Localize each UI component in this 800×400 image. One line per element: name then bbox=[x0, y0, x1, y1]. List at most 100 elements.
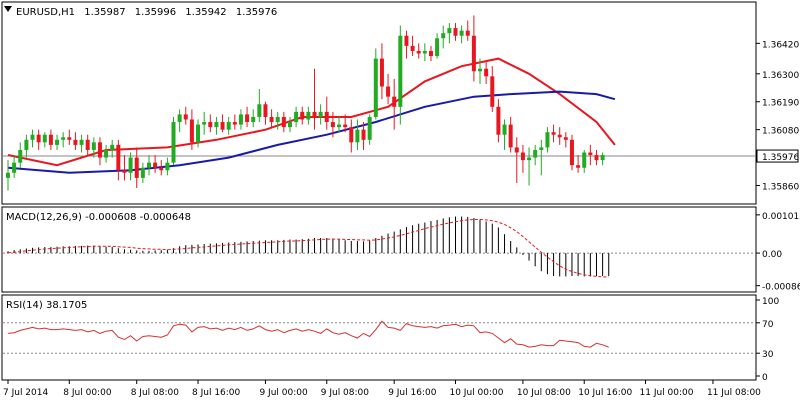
candle-body bbox=[600, 155, 605, 161]
candle bbox=[232, 114, 237, 130]
candle-body bbox=[428, 50, 433, 57]
candle bbox=[245, 106, 250, 128]
candle-body bbox=[569, 139, 574, 166]
candle bbox=[294, 106, 299, 128]
price-header: EURUSD,H1 1.35987 1.35996 1.35942 1.3597… bbox=[16, 7, 277, 18]
candle-body bbox=[508, 124, 513, 148]
rsi-tick-label: 70 bbox=[762, 320, 774, 330]
candle-body bbox=[410, 45, 415, 51]
candle bbox=[85, 134, 90, 156]
price-panel: 1.36420 1.36300 1.36190 1.36080 1.35976 1.358… bbox=[1, 1, 799, 205]
candle-body bbox=[478, 68, 483, 72]
candle-body bbox=[153, 162, 158, 168]
candle bbox=[551, 124, 556, 143]
candle-body bbox=[459, 30, 464, 36]
candle-body bbox=[134, 157, 139, 178]
candle bbox=[42, 132, 47, 148]
candle-body bbox=[300, 111, 305, 120]
candle bbox=[55, 134, 60, 150]
candle-body bbox=[416, 50, 421, 54]
price-tick-label: 1.36190 bbox=[762, 99, 799, 109]
candle bbox=[428, 45, 433, 62]
candle-body bbox=[116, 144, 121, 171]
price-tick-label: 1.35976 bbox=[762, 153, 799, 163]
collapse-arrow-icon[interactable] bbox=[4, 6, 12, 12]
candle-body bbox=[422, 50, 427, 54]
candle-body bbox=[226, 122, 231, 130]
candle-body bbox=[514, 147, 519, 153]
candle-body bbox=[435, 38, 440, 57]
candle bbox=[349, 119, 354, 153]
candle bbox=[140, 162, 145, 183]
candle bbox=[416, 43, 421, 59]
time-tick-label: 9 Jul 16:00 bbox=[388, 388, 437, 398]
candle-body bbox=[91, 142, 96, 150]
candle bbox=[312, 68, 317, 130]
candle bbox=[502, 119, 507, 150]
rsi-panel-border bbox=[1, 294, 757, 381]
candle-body bbox=[36, 134, 41, 143]
candle bbox=[146, 155, 151, 176]
rsi-series-line bbox=[7, 320, 609, 348]
candle-body bbox=[343, 124, 348, 128]
candle bbox=[465, 20, 470, 41]
candle-body bbox=[349, 127, 354, 143]
candle bbox=[355, 119, 360, 150]
candle-body bbox=[42, 134, 47, 143]
macd-histogram bbox=[3, 216, 755, 278]
candle bbox=[67, 129, 72, 145]
candle bbox=[484, 61, 489, 84]
candle-body bbox=[294, 111, 299, 123]
price-tick-label: 1.36420 bbox=[762, 40, 799, 50]
candle-body bbox=[330, 122, 335, 128]
candle-body bbox=[177, 114, 182, 123]
candle bbox=[447, 23, 452, 44]
candle bbox=[539, 139, 544, 176]
symbol-label: EURUSD,H1 bbox=[16, 7, 75, 18]
candle-body bbox=[275, 116, 280, 123]
candle bbox=[73, 132, 78, 150]
candle bbox=[153, 155, 158, 173]
candle bbox=[30, 129, 35, 148]
open-value: 1.35987 bbox=[84, 7, 125, 18]
candle bbox=[165, 157, 170, 176]
candle-body bbox=[48, 134, 53, 145]
candle-body bbox=[453, 28, 458, 36]
candle bbox=[392, 78, 397, 130]
time-tick-label: 8 Jul 16:00 bbox=[192, 388, 241, 398]
candle-body bbox=[79, 139, 84, 145]
candle bbox=[91, 137, 96, 158]
candle-body bbox=[251, 116, 256, 123]
candle bbox=[18, 142, 23, 168]
candle-body bbox=[588, 152, 593, 156]
candle bbox=[306, 106, 311, 125]
rsi-tick-label: 30 bbox=[762, 350, 774, 360]
candle-body bbox=[165, 162, 170, 171]
price-panel-border bbox=[1, 1, 757, 205]
candle-body bbox=[97, 142, 102, 158]
candle-body bbox=[128, 157, 133, 173]
candle bbox=[478, 58, 483, 84]
candle-body bbox=[12, 162, 17, 173]
candle bbox=[576, 155, 581, 173]
candle bbox=[361, 122, 366, 150]
candle-body bbox=[245, 114, 250, 123]
candle-body bbox=[281, 116, 286, 128]
candle-body bbox=[557, 134, 562, 138]
candle bbox=[251, 109, 256, 128]
candle-body bbox=[398, 35, 403, 107]
candle-body bbox=[55, 139, 60, 145]
candle bbox=[508, 116, 513, 153]
candle-body bbox=[263, 104, 268, 117]
candle bbox=[269, 109, 274, 128]
candle-body bbox=[159, 167, 164, 171]
rsi-axis: 100 70 30 0 bbox=[756, 297, 779, 383]
candle-body bbox=[361, 129, 366, 140]
candle-body bbox=[73, 139, 78, 145]
candle bbox=[533, 144, 538, 166]
price-tick-label: 1.36080 bbox=[762, 127, 799, 137]
candle-body bbox=[373, 58, 378, 117]
candle-body bbox=[171, 122, 176, 163]
macd-tick-label: 0.00 bbox=[762, 250, 782, 260]
candle-body bbox=[30, 134, 35, 140]
